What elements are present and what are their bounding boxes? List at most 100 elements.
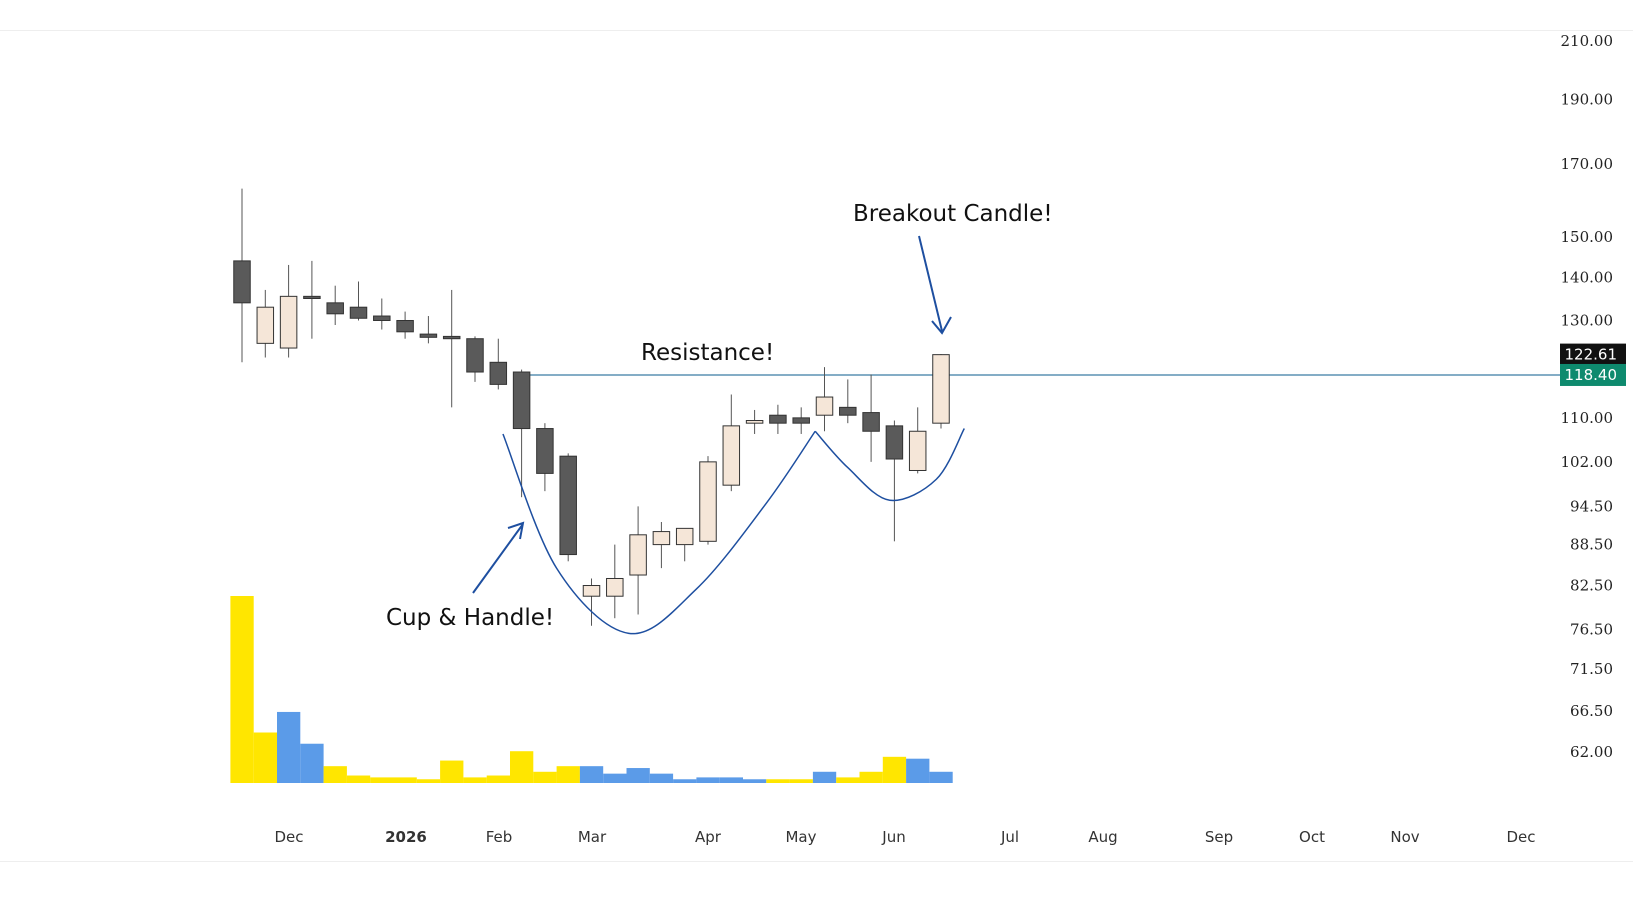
volume-bar — [626, 768, 650, 783]
candle-body — [885, 425, 904, 460]
candle — [466, 336, 484, 382]
candle — [769, 404, 787, 434]
volume-bar — [416, 779, 441, 783]
volume-bar — [323, 766, 347, 783]
candle — [815, 367, 834, 432]
candle-body — [792, 417, 810, 424]
time-axis[interactable]: Dec 2026 Feb Mar Apr May Jun Jul Aug Sep Oct Nov Dec — [274, 828, 1535, 846]
volume-bar — [300, 743, 324, 783]
time-tick-label: Dec — [274, 828, 303, 846]
time-tick-label: Sep — [1205, 828, 1233, 846]
candle — [256, 289, 275, 358]
candle — [512, 369, 531, 498]
candle-body — [815, 396, 834, 416]
candle-body — [839, 406, 857, 416]
candle-body — [862, 412, 880, 432]
time-tick-label: Aug — [1088, 828, 1117, 846]
price-tick-label: 210.00 — [1561, 32, 1614, 50]
last-price-label: 122.61 — [1565, 346, 1618, 364]
candle — [932, 354, 950, 429]
candle — [839, 379, 857, 424]
volume-bar — [812, 771, 837, 783]
volume-bar — [440, 760, 464, 783]
volume-bar — [906, 758, 930, 783]
cup-handle-annotation: Cup & Handle! — [386, 605, 554, 631]
handle-curve — [814, 428, 965, 502]
candle — [326, 285, 344, 325]
time-tick-label: Nov — [1390, 828, 1419, 846]
volume-bar — [836, 777, 860, 783]
volume-bar — [603, 773, 627, 783]
price-tick-label: 66.50 — [1570, 702, 1613, 720]
candle — [722, 394, 741, 492]
candle-body — [769, 414, 787, 424]
price-tick-label: 102.00 — [1561, 453, 1614, 471]
candle-body — [279, 295, 298, 349]
candle-body — [256, 306, 275, 344]
time-tick-label: Jul — [1000, 828, 1019, 846]
candle-body — [442, 335, 461, 340]
volume-bars — [230, 596, 953, 783]
annotation-arrows — [472, 235, 952, 594]
volume-bar — [789, 779, 813, 783]
candle — [582, 578, 601, 626]
candle-body — [303, 295, 321, 299]
candle — [792, 407, 810, 434]
chart-panel[interactable]: Breakout Candle! Resistance! Cup & Handl… — [0, 30, 1633, 862]
price-tick-label: 140.00 — [1561, 268, 1614, 286]
volume-bar — [346, 775, 371, 783]
candle-body — [396, 319, 414, 333]
candlestick-chart[interactable]: Breakout Candle! Resistance! Cup & Handl… — [0, 31, 1633, 861]
volume-bar — [719, 777, 743, 783]
last-price-badge — [1560, 343, 1626, 366]
price-tick-label: 88.50 — [1570, 536, 1613, 554]
candle-body — [629, 534, 647, 576]
candle-body — [536, 428, 554, 474]
volume-bar — [649, 773, 674, 783]
volume-bar — [556, 766, 580, 783]
candle — [419, 316, 438, 344]
time-tick-label: Mar — [578, 828, 607, 846]
candle-body — [466, 338, 484, 373]
price-candles — [233, 188, 950, 626]
volume-bar — [579, 766, 604, 783]
volume-bar — [393, 777, 417, 783]
price-tick-label: 190.00 — [1561, 90, 1614, 108]
time-tick-label: May — [785, 828, 816, 846]
price-tick-label: 150.00 — [1561, 228, 1614, 246]
candle — [908, 407, 927, 474]
time-tick-label: Feb — [486, 828, 513, 846]
candle-body — [489, 361, 508, 385]
volume-bar — [533, 771, 557, 783]
price-tick-label: 170.00 — [1561, 155, 1614, 173]
candle — [606, 544, 624, 619]
candle-body — [699, 461, 717, 542]
volume-bar — [743, 779, 767, 783]
volume-bar — [253, 732, 277, 783]
candle-body — [326, 302, 344, 315]
candle — [536, 423, 554, 492]
candle — [279, 264, 298, 358]
price-tick-label: 62.00 — [1570, 743, 1613, 761]
breakout-arrow — [918, 235, 952, 335]
price-tick-label: 71.50 — [1570, 660, 1613, 678]
candle-body — [582, 585, 601, 597]
candle-body — [233, 260, 251, 304]
price-badges: 122.61 118.40 — [1560, 343, 1626, 386]
candle-body — [722, 425, 741, 486]
candle — [396, 311, 414, 339]
price-tick-label: 130.00 — [1561, 311, 1614, 329]
candle — [699, 456, 717, 545]
time-tick-label: Apr — [695, 828, 722, 846]
breakout-annotation: Breakout Candle! — [853, 201, 1053, 227]
time-tick-label: Jun — [881, 828, 905, 846]
candle — [233, 188, 251, 363]
resistance-annotation: Resistance! — [641, 340, 774, 366]
volume-bar — [673, 779, 697, 783]
candle — [652, 521, 671, 569]
candle-body — [559, 455, 577, 556]
price-axis[interactable]: 210.00 190.00 170.00 150.00 140.00 130.00 110.… — [1561, 32, 1614, 761]
price-tick-label: 76.50 — [1570, 621, 1613, 639]
volume-bar — [370, 777, 394, 783]
volume-bar — [882, 756, 907, 783]
